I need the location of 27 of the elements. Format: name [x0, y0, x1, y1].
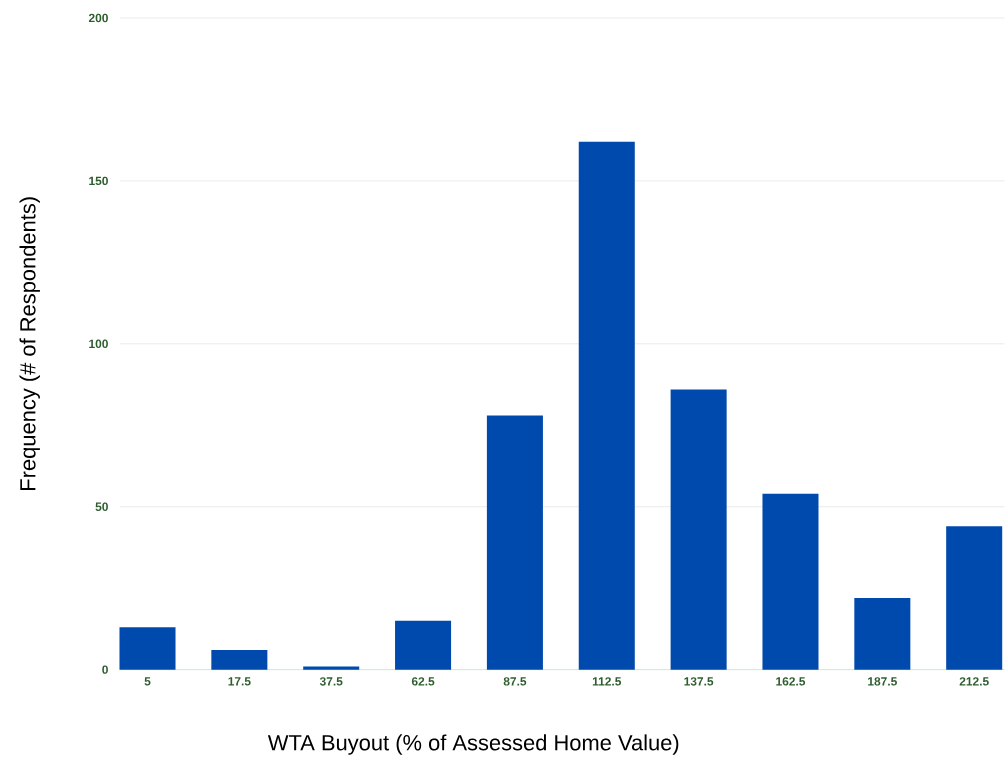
- x-tick-label: 17.5: [228, 677, 251, 686]
- y-tick-label: 100: [89, 339, 108, 349]
- y-axis-title: Frequency (# of Respondents): [19, 197, 40, 491]
- y-tick-label: 150: [89, 176, 108, 186]
- bar: [119, 627, 176, 670]
- bar: [670, 389, 727, 670]
- y-tick-label: 0: [102, 665, 108, 675]
- x-tick-label: 162.5: [776, 677, 806, 686]
- bar: [854, 598, 911, 670]
- x-tick-label: 212.5: [959, 677, 989, 686]
- x-tick-label: 137.5: [684, 677, 714, 686]
- x-axis-title: WTA Buyout (% of Assessed Home Value): [267, 734, 679, 755]
- x-tick-label: 112.5: [592, 677, 622, 686]
- bar: [762, 493, 819, 670]
- y-tick-label: 50: [95, 502, 108, 512]
- bar: [946, 526, 1003, 670]
- bar: [211, 650, 268, 670]
- bar: [395, 620, 452, 670]
- x-tick-label: 187.5: [868, 677, 897, 686]
- x-tick-label: 37.5: [319, 677, 343, 686]
- bar: [486, 415, 543, 670]
- y-tick-label: 200: [88, 13, 108, 23]
- x-tick-label: 5: [144, 677, 151, 686]
- bar: [578, 141, 635, 670]
- x-tick-label: 87.5: [503, 677, 527, 686]
- bar: [303, 666, 360, 670]
- x-tick-label: 62.5: [411, 677, 435, 686]
